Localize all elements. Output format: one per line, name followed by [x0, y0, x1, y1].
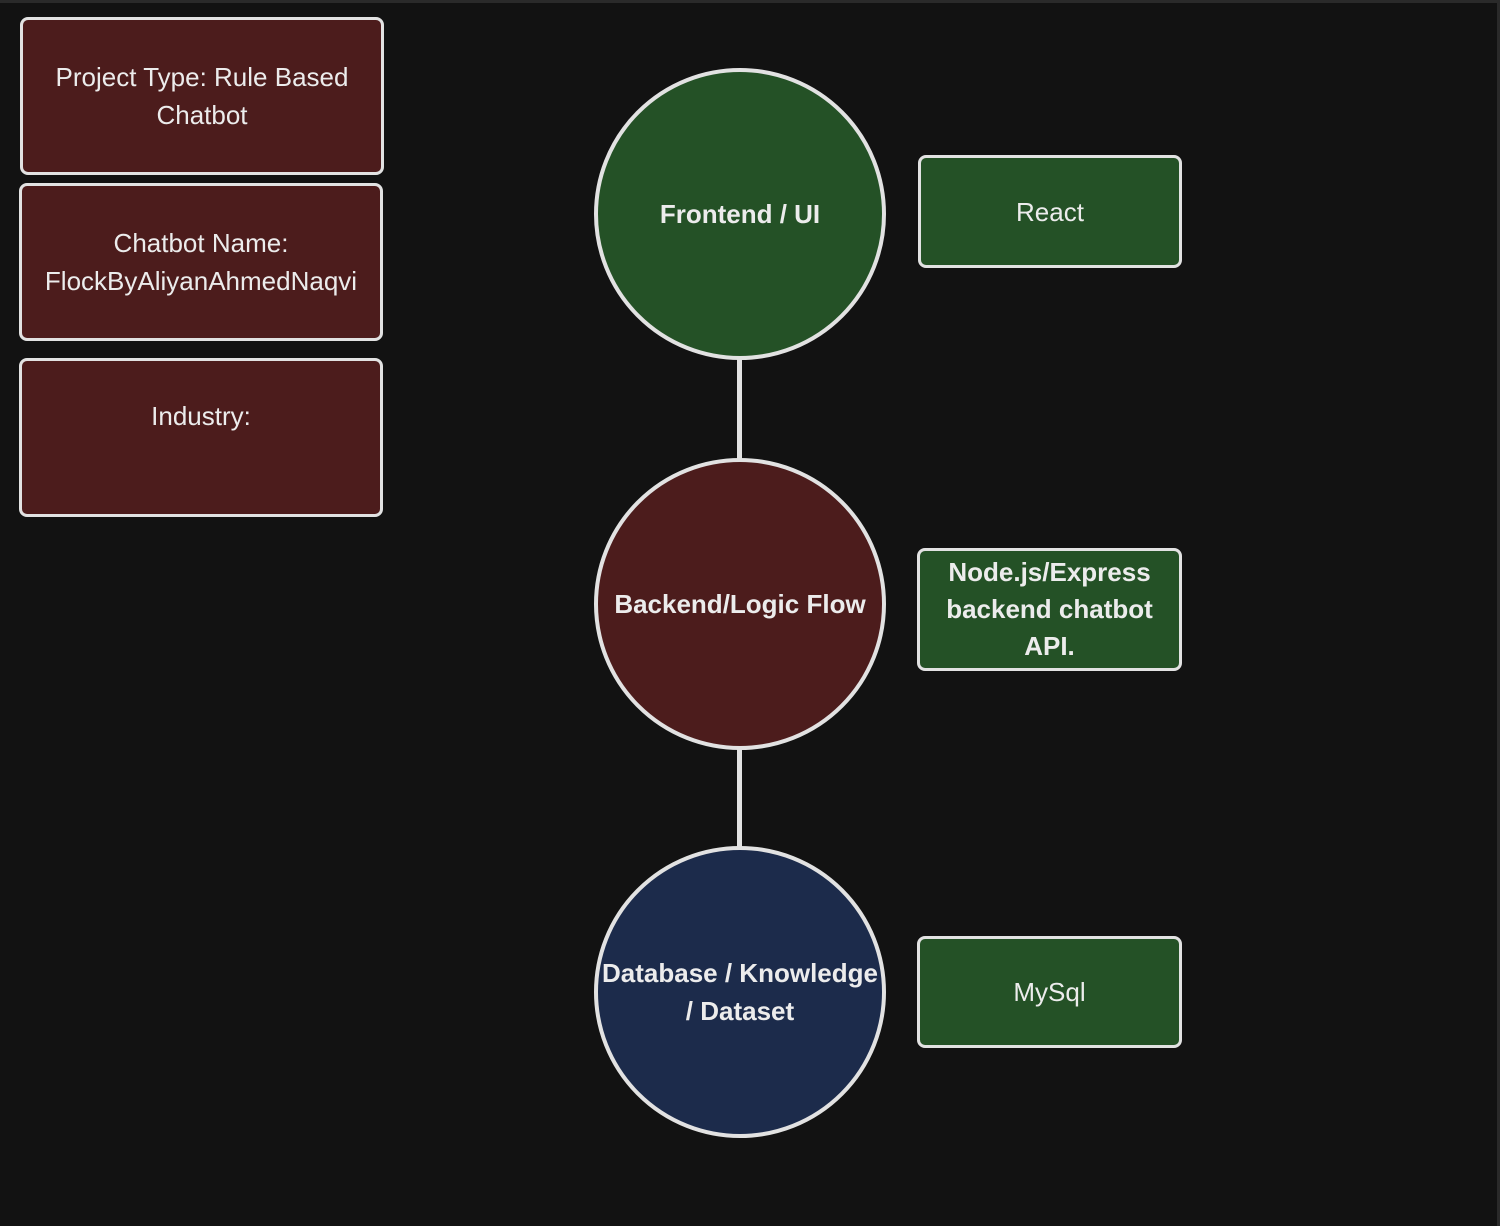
frontend-layer-node[interactable]: Frontend / UI [594, 68, 886, 360]
project-type-text: Project Type: Rule Based Chatbot [55, 62, 349, 130]
connector-frontend-backend [737, 357, 742, 463]
frontend-tech-text: React [1016, 196, 1084, 227]
frontend-layer-label: Frontend / UI [659, 199, 821, 229]
frontend-tech-box[interactable]: React [918, 155, 1182, 268]
chatbot-name-box[interactable]: Chatbot Name: FlockByAliyanAhmedNaqvi [19, 183, 383, 341]
database-tech-box[interactable]: MySql [917, 936, 1182, 1048]
backend-layer-label: Backend/Logic Flow [614, 589, 866, 619]
backend-tech-text: Node.js/Express backend chatbot API. [946, 557, 1153, 661]
project-type-box[interactable]: Project Type: Rule Based Chatbot [20, 17, 384, 175]
industry-text: Industry: [151, 401, 251, 431]
chatbot-name-text: Chatbot Name: FlockByAliyanAhmedNaqvi [44, 228, 358, 296]
database-tech-text: MySql [1013, 977, 1086, 1007]
industry-box[interactable]: Industry: [19, 358, 383, 517]
backend-tech-box[interactable]: Node.js/Express backend chatbot API. [917, 548, 1182, 671]
database-layer-label: Database / Knowledge / Dataset [602, 958, 878, 1026]
connector-backend-database [737, 746, 742, 852]
backend-layer-node[interactable]: Backend/Logic Flow [594, 458, 886, 750]
database-layer-node[interactable]: Database / Knowledge / Dataset [594, 846, 886, 1138]
